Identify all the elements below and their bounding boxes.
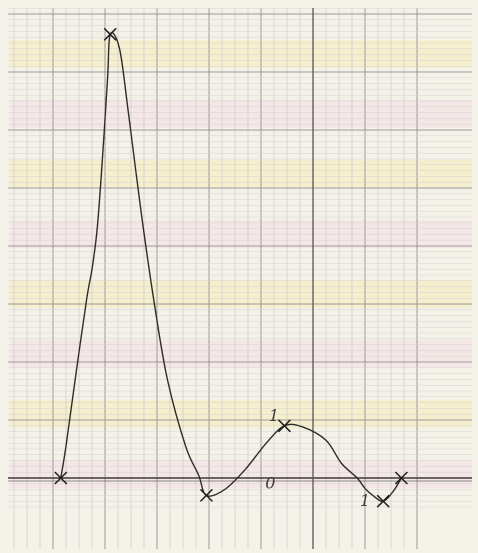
marker-stroke bbox=[376, 494, 390, 508]
marker-stroke bbox=[54, 471, 68, 485]
data-point-marker bbox=[376, 494, 390, 508]
marker-stroke bbox=[277, 419, 291, 433]
data-point-marker bbox=[103, 27, 117, 41]
data-point-marker bbox=[394, 471, 408, 485]
data-point-marker bbox=[199, 488, 213, 502]
series-line bbox=[60, 31, 403, 502]
marker-stroke bbox=[394, 471, 408, 485]
annotation-label: 1 bbox=[360, 491, 370, 510]
marker-stroke bbox=[103, 27, 117, 41]
paper-band bbox=[10, 160, 472, 188]
paper-band bbox=[10, 40, 472, 68]
data-markers bbox=[54, 27, 408, 508]
annotation-label: 0 bbox=[265, 473, 275, 492]
paper-band bbox=[10, 100, 472, 128]
annotations: 1 0 1 bbox=[265, 406, 370, 510]
paper-color-bands bbox=[10, 40, 472, 488]
paper-band bbox=[10, 220, 472, 248]
data-point-marker bbox=[277, 419, 291, 433]
annotation-label: 1 bbox=[269, 406, 279, 425]
marker-stroke bbox=[199, 488, 213, 502]
data-point-marker bbox=[54, 471, 68, 485]
axes bbox=[8, 8, 472, 549]
